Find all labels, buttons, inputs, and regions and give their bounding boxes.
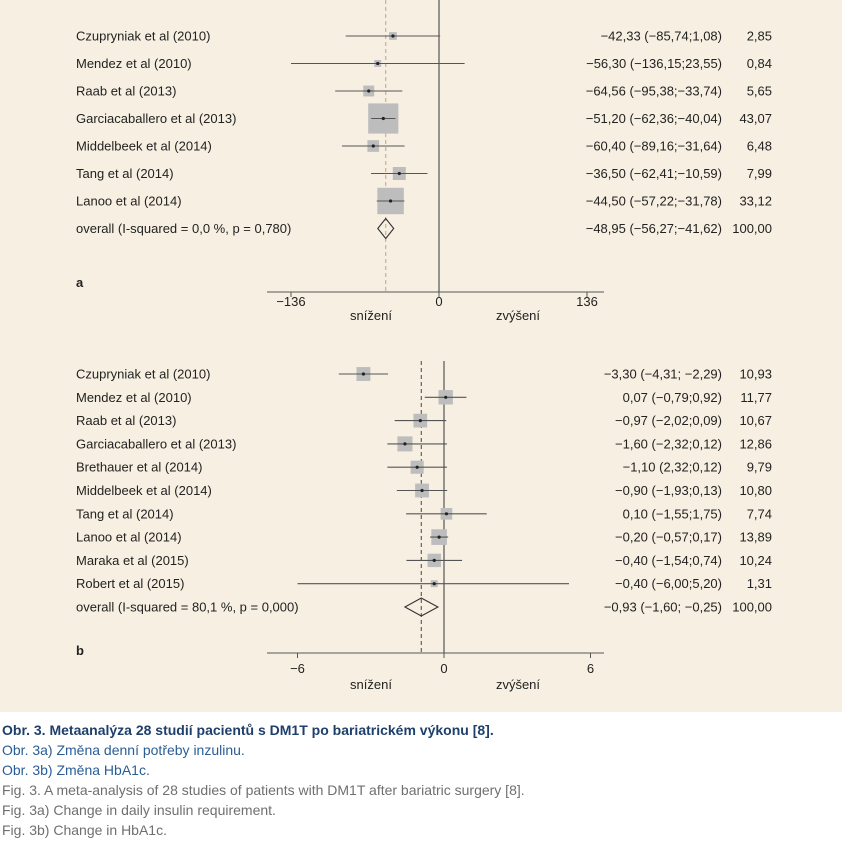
study-point-estimate: [367, 89, 371, 93]
overall-ci-text: −0,93 (−1,60; −0,25): [604, 600, 722, 615]
forest-plot-figure: −136 0 136 snížení zvýšení a Czupryniak et al …: [0, 0, 842, 712]
study-label: Garciacaballero et al (2013): [76, 436, 236, 451]
study-label: Brethauer et al (2014): [76, 460, 202, 475]
study-point-estimate: [420, 488, 424, 493]
study-weight-text: 5,65: [747, 84, 772, 99]
study-ci-text: 0,07 (−0,79;0,92): [623, 390, 722, 405]
forest-panel-a: [267, 0, 604, 297]
study-point-estimate: [371, 144, 375, 148]
study-weight-text: 1,31: [747, 576, 772, 591]
study-ci-text: −56,30 (−136,15;23,55): [586, 56, 722, 71]
study-weight-text: 7,99: [747, 166, 772, 181]
study-ci-text: −0,40 (−6,00;5,20): [615, 576, 722, 591]
study-ci-text: −42,33 (−85,74;1,08): [601, 29, 722, 44]
study-label: Mendez et al (2010): [76, 390, 192, 405]
study-weight-text: 10,80: [739, 483, 772, 498]
study-ci-text: −0,20 (−0,57;0,17): [615, 530, 722, 545]
study-label: Tang et al (2014): [76, 166, 174, 181]
left-direction-label: snížení: [350, 308, 392, 323]
x-tick-label: 6: [587, 661, 594, 676]
overall-diamond: [377, 217, 395, 240]
caption-en-a: Fig. 3a) Change in daily insulin require…: [2, 802, 276, 818]
x-tick-label: −6: [290, 661, 305, 676]
study-label: Maraka et al (2015): [76, 553, 189, 568]
overall-weight-text: 100,00: [732, 221, 772, 236]
study-point-estimate: [444, 395, 448, 399]
caption-title: Obr. 3. Metaanalýza 28 studií pacientů s…: [2, 722, 494, 738]
x-tick-label: 136: [576, 294, 598, 309]
x-tick-label: 0: [435, 294, 442, 309]
overall-label: overall (I-squared = 80,1 %, p = 0,000): [76, 600, 299, 615]
study-weight-text: 33,12: [739, 194, 772, 209]
study-weight-text: 11,77: [740, 390, 772, 405]
study-point-estimate: [415, 465, 419, 469]
study-weight-text: 10,24: [739, 553, 772, 568]
overall-diamond: [403, 597, 440, 617]
study-label: Middelbeek et al (2014): [76, 139, 212, 154]
caption-cz-a: Obr. 3a) Změna denní potřeby inzulinu.: [2, 742, 245, 758]
study-point-estimate: [381, 116, 385, 121]
study-point-estimate: [361, 372, 366, 376]
right-direction-label: zvýšení: [496, 677, 540, 692]
study-weight-text: 10,67: [739, 413, 772, 428]
caption-cz-b: Obr. 3b) Změna HbA1c.: [2, 762, 150, 778]
forest-panel-b: [267, 361, 604, 658]
study-ci-text: −1,10 (2,32;0,12): [623, 460, 722, 475]
study-label: Raab et al (2013): [76, 84, 176, 99]
panel-label: b: [76, 643, 84, 658]
study-label: Lanoo et al (2014): [76, 530, 182, 545]
caption-en-title: Fig. 3. A meta-analysis of 28 studies of…: [2, 782, 525, 798]
study-label: Middelbeek et al (2014): [76, 483, 212, 498]
study-weight-text: 10,93: [739, 367, 772, 382]
study-point-estimate: [432, 558, 436, 563]
x-tick-label: −136: [276, 294, 305, 309]
study-label: Raab et al (2013): [76, 413, 176, 428]
study-label: Garciacaballero et al (2013): [76, 111, 236, 126]
x-tick-label: 0: [440, 661, 447, 676]
overall-ci-text: −48,95 (−56,27;−41,62): [586, 221, 722, 236]
study-ci-text: −0,97 (−2,02;0,09): [615, 413, 722, 428]
caption-en-b: Fig. 3b) Change in HbA1c.: [2, 822, 167, 838]
study-point-estimate: [418, 419, 422, 423]
study-point-estimate: [432, 582, 436, 586]
study-label: Lanoo et al (2014): [76, 194, 182, 209]
study-label: Robert et al (2015): [76, 576, 184, 591]
left-direction-label: snížení: [350, 677, 392, 692]
study-weight-text: 13,89: [739, 530, 772, 545]
study-label: Tang et al (2014): [76, 506, 174, 521]
overall-weight-text: 100,00: [732, 600, 772, 615]
study-point-estimate: [391, 34, 395, 38]
study-weight-text: 12,86: [739, 436, 772, 451]
forest-plot-svg: −136 0 136 snížení zvýšení a Czupryniak et al …: [76, 0, 772, 692]
study-weight-text: 2,85: [747, 29, 772, 44]
study-weight-text: 43,07: [739, 111, 772, 126]
study-label: Czupryniak et al (2010): [76, 29, 210, 44]
study-point-estimate: [397, 171, 401, 176]
overall-label: overall (I-squared = 0,0 %, p = 0,780): [76, 221, 291, 236]
study-point-estimate: [437, 535, 441, 539]
study-ci-text: −36,50 (−62,41;−10,59): [586, 166, 722, 181]
study-point-estimate: [444, 512, 449, 516]
figure-caption: Obr. 3. Metaanalýza 28 studií pacientů s…: [2, 720, 840, 840]
study-ci-text: −51,20 (−62,36;−40,04): [586, 111, 722, 126]
study-ci-text: −64,56 (−95,38;−33,74): [586, 84, 722, 99]
study-weight-text: 0,84: [747, 56, 772, 71]
study-point-estimate: [376, 61, 380, 66]
study-label: Czupryniak et al (2010): [76, 367, 210, 382]
study-point-estimate: [403, 442, 407, 446]
study-weight-text: 6,48: [747, 139, 772, 154]
study-weight-text: 7,74: [747, 506, 772, 521]
panel-label: a: [76, 275, 84, 290]
study-ci-text: −3,30 (−4,31; −2,29): [604, 367, 722, 382]
study-ci-text: −1,60 (−2,32;0,12): [615, 436, 722, 451]
study-label: Mendez et al (2010): [76, 56, 192, 71]
study-weight-text: 9,79: [747, 460, 772, 475]
study-ci-text: −60,40 (−89,16;−31,64): [586, 139, 722, 154]
study-ci-text: −0,90 (−1,93;0,13): [615, 483, 722, 498]
study-ci-text: 0,10 (−1,55;1,75): [623, 506, 722, 521]
right-direction-label: zvýšení: [496, 308, 540, 323]
study-ci-text: −44,50 (−57,22;−31,78): [586, 194, 722, 209]
study-point-estimate: [388, 199, 393, 203]
study-ci-text: −0,40 (−1,54;0,74): [615, 553, 722, 568]
